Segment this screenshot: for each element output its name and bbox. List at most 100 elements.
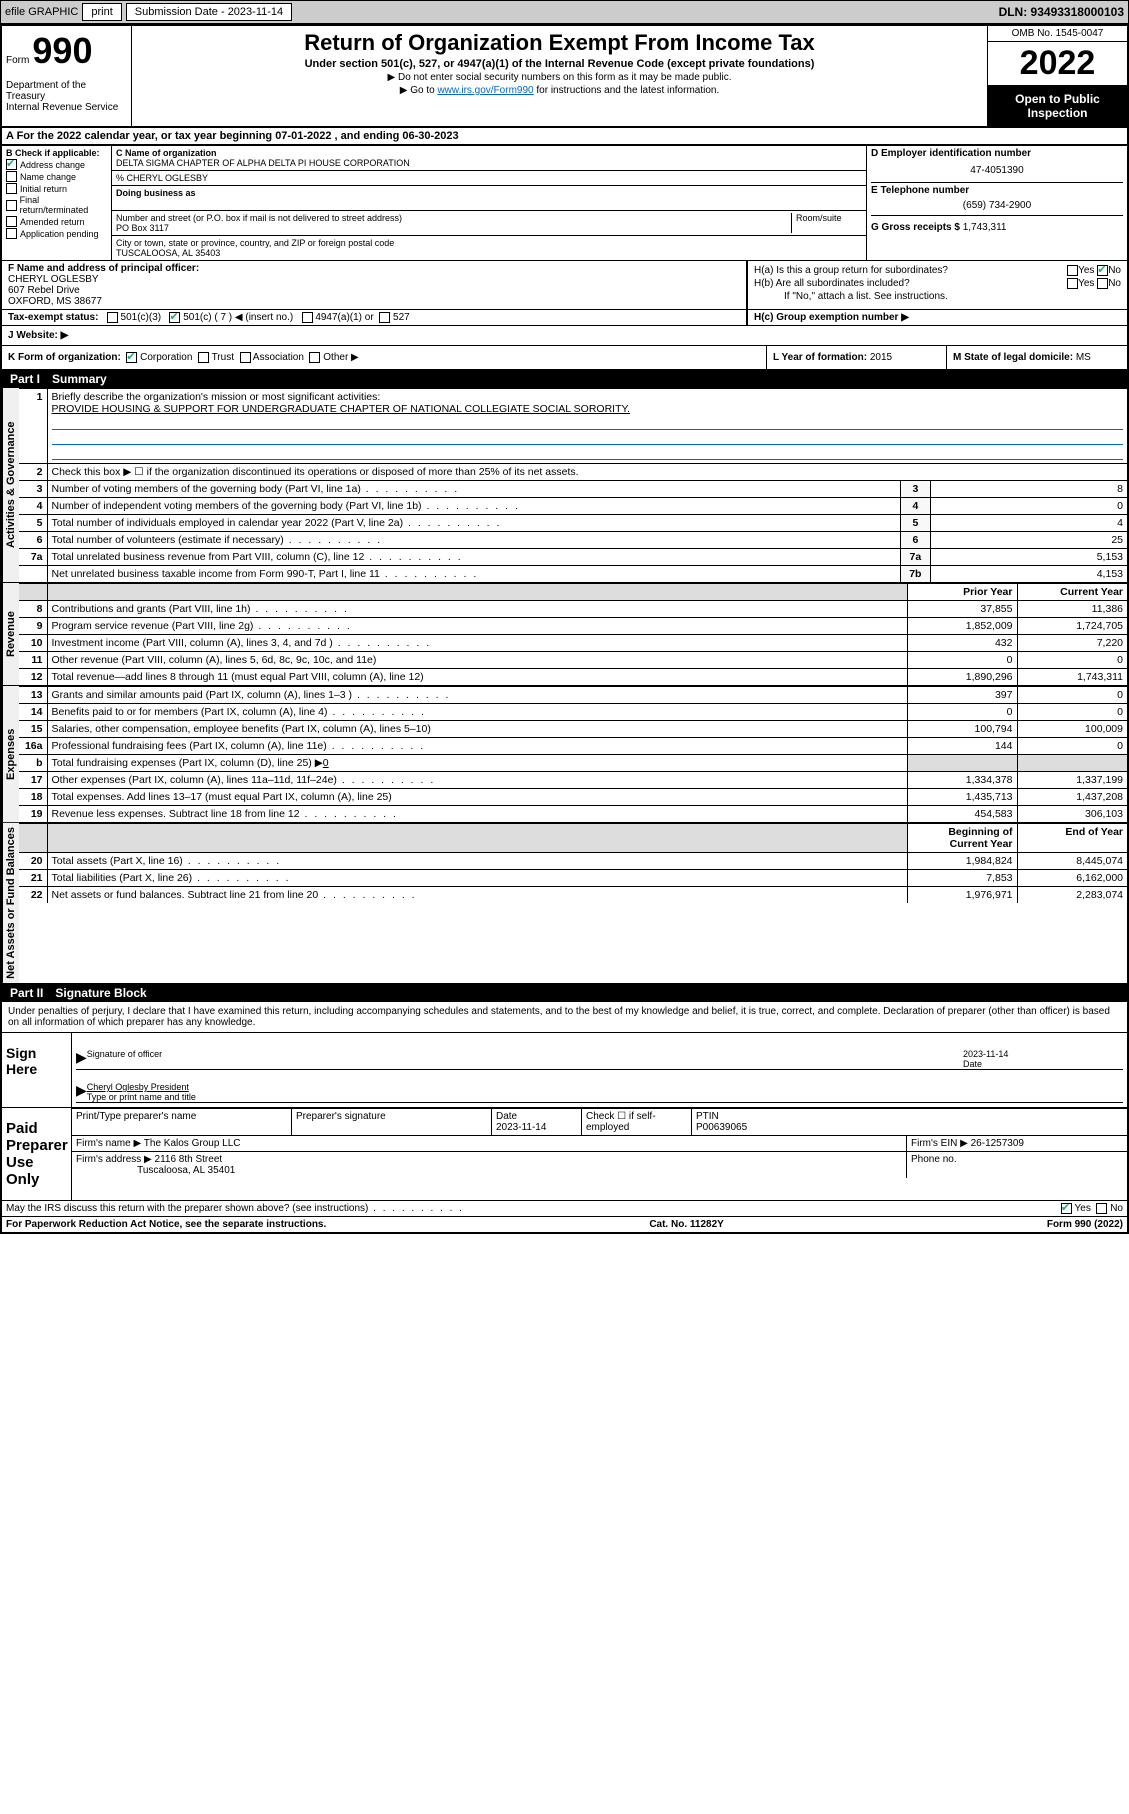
assoc-checkbox[interactable] bbox=[240, 352, 251, 363]
dept-treasury: Department of the Treasury bbox=[6, 80, 127, 102]
gross-receipts-label: G Gross receipts $ bbox=[871, 222, 960, 233]
officer-label: F Name and address of principal officer: bbox=[8, 263, 740, 274]
line6: Total number of volunteers (estimate if … bbox=[47, 532, 900, 549]
amended-return-checkbox[interactable] bbox=[6, 216, 17, 227]
line7a: Total unrelated business revenue from Pa… bbox=[47, 549, 900, 566]
section-l: L Year of formation: 2015 bbox=[767, 346, 947, 369]
address-change-label: Address change bbox=[20, 160, 85, 170]
dba-label: Doing business as bbox=[116, 188, 862, 198]
section-j: J Website: ▶ bbox=[2, 326, 1127, 346]
line15: Salaries, other compensation, employee b… bbox=[47, 721, 907, 738]
other-checkbox[interactable] bbox=[309, 352, 320, 363]
line12: Total revenue—add lines 8 through 11 (mu… bbox=[47, 669, 907, 686]
ha-yes-checkbox[interactable] bbox=[1067, 265, 1078, 276]
beg-year-header: Beginning of Current Year bbox=[907, 824, 1017, 853]
line7b: Net unrelated business taxable income fr… bbox=[47, 566, 900, 583]
section-i: Tax-exempt status: 501(c)(3) 501(c) ( 7 … bbox=[2, 310, 747, 325]
527-checkbox[interactable] bbox=[379, 312, 390, 323]
hb-no-checkbox[interactable] bbox=[1097, 278, 1108, 289]
tax-status-label: Tax-exempt status: bbox=[8, 312, 98, 323]
line7a-val: 5,153 bbox=[930, 549, 1127, 566]
ein-value: 47-4051390 bbox=[871, 159, 1123, 182]
501c3-checkbox[interactable] bbox=[107, 312, 118, 323]
instruction-2: ▶ Go to www.irs.gov/Form990 for instruct… bbox=[140, 85, 979, 96]
officer-addr2: OXFORD, MS 38677 bbox=[8, 296, 740, 307]
discuss-yes-checkbox[interactable] bbox=[1061, 1203, 1072, 1214]
hb-yes-checkbox[interactable] bbox=[1067, 278, 1078, 289]
4947-checkbox[interactable] bbox=[302, 312, 313, 323]
side-expenses: Expenses bbox=[2, 686, 19, 822]
line18: Total expenses. Add lines 13–17 (must eq… bbox=[47, 789, 907, 806]
line21: Total liabilities (Part X, line 26) bbox=[47, 870, 907, 887]
line1-label: Briefly describe the organization's miss… bbox=[52, 391, 1124, 403]
column-d: D Employer identification number 47-4051… bbox=[867, 146, 1127, 260]
section-h: H(a) Is this a group return for subordin… bbox=[747, 261, 1127, 309]
phone-value: (659) 734-2900 bbox=[871, 196, 1123, 215]
street-value: PO Box 3117 bbox=[116, 223, 787, 233]
corp-checkbox[interactable] bbox=[126, 352, 137, 363]
inst2-pre: ▶ Go to bbox=[400, 85, 438, 96]
initial-return-checkbox[interactable] bbox=[6, 183, 17, 194]
prior-year-header: Prior Year bbox=[907, 584, 1017, 601]
end-year-header: End of Year bbox=[1017, 824, 1127, 853]
print-button[interactable]: print bbox=[82, 3, 121, 21]
officer-addr1: 607 Rebel Drive bbox=[8, 285, 740, 296]
care-of: % CHERYL OGLESBY bbox=[112, 171, 866, 186]
final-return-label: Final return/terminated bbox=[20, 195, 107, 215]
city-value: TUSCALOOSA, AL 35403 bbox=[116, 248, 862, 258]
hb-label: H(b) Are all subordinates included? bbox=[754, 278, 910, 289]
line14: Benefits paid to or for members (Part IX… bbox=[47, 704, 907, 721]
org-name: DELTA SIGMA CHAPTER OF ALPHA DELTA PI HO… bbox=[116, 158, 862, 168]
discuss-no-checkbox[interactable] bbox=[1096, 1203, 1107, 1214]
application-pending-checkbox[interactable] bbox=[6, 228, 17, 239]
line10: Investment income (Part VIII, column (A)… bbox=[47, 635, 907, 652]
column-b: B Check if applicable: Address change Na… bbox=[2, 146, 112, 260]
title-center: Return of Organization Exempt From Incom… bbox=[132, 26, 987, 126]
street-label: Number and street (or P.O. box if mail i… bbox=[116, 213, 787, 223]
line19: Revenue less expenses. Subtract line 18 … bbox=[47, 806, 907, 823]
phone-label: E Telephone number bbox=[871, 182, 1123, 196]
address-change-checkbox[interactable] bbox=[6, 159, 17, 170]
submission-date-button[interactable]: Submission Date - 2023-11-14 bbox=[126, 3, 292, 21]
line5: Total number of individuals employed in … bbox=[47, 515, 900, 532]
501c-checkbox[interactable] bbox=[169, 312, 180, 323]
line4-val: 0 bbox=[930, 498, 1127, 515]
form-number: 990 bbox=[32, 30, 92, 71]
trust-checkbox[interactable] bbox=[198, 352, 209, 363]
line7b-val: 4,153 bbox=[930, 566, 1127, 583]
sign-here-label: Sign Here bbox=[2, 1033, 72, 1107]
part-2-header: Part II Signature Block bbox=[2, 984, 1127, 1002]
name-change-label: Name change bbox=[20, 172, 76, 182]
arrow-icon: ▶ bbox=[76, 1049, 87, 1069]
arrow-icon: ▶ bbox=[76, 1082, 87, 1102]
city-label: City or town, state or province, country… bbox=[116, 238, 862, 248]
title-row: Form 990 Department of the Treasury Inte… bbox=[2, 26, 1127, 128]
name-change-checkbox[interactable] bbox=[6, 171, 17, 182]
form990-link[interactable]: www.irs.gov/Form990 bbox=[437, 85, 533, 96]
line4: Number of independent voting members of … bbox=[47, 498, 900, 515]
officer-name: CHERYL OGLESBY bbox=[8, 274, 740, 285]
ha-no-checkbox[interactable] bbox=[1097, 265, 1108, 276]
line3-val: 8 bbox=[930, 481, 1127, 498]
final-return-checkbox[interactable] bbox=[6, 200, 17, 211]
current-year-header: Current Year bbox=[1017, 584, 1127, 601]
room-suite-label: Room/suite bbox=[792, 213, 862, 233]
ein-label: D Employer identification number bbox=[871, 148, 1123, 159]
amended-return-label: Amended return bbox=[20, 217, 85, 227]
line22: Net assets or fund balances. Subtract li… bbox=[47, 887, 907, 904]
section-hc: H(c) Group exemption number ▶ bbox=[747, 310, 1127, 325]
title-right: OMB No. 1545-0047 2022 Open to Public In… bbox=[987, 26, 1127, 126]
header-grid: B Check if applicable: Address change Na… bbox=[2, 146, 1127, 261]
line11: Other revenue (Part VIII, column (A), li… bbox=[47, 652, 907, 669]
gross-receipts-value: 1,743,311 bbox=[963, 222, 1007, 233]
perjury-statement: Under penalties of perjury, I declare th… bbox=[2, 1002, 1127, 1032]
line16a: Professional fundraising fees (Part IX, … bbox=[47, 738, 907, 755]
line13: Grants and similar amounts paid (Part IX… bbox=[47, 687, 907, 704]
org-name-label: C Name of organization bbox=[116, 148, 862, 158]
form-label: Form bbox=[6, 55, 29, 66]
col-b-header: B Check if applicable: bbox=[6, 148, 107, 158]
line6-val: 25 bbox=[930, 532, 1127, 549]
section-m: M State of legal domicile: MS bbox=[947, 346, 1127, 369]
paid-preparer-label: Paid Preparer Use Only bbox=[2, 1108, 72, 1200]
irs-label: Internal Revenue Service bbox=[6, 102, 127, 113]
